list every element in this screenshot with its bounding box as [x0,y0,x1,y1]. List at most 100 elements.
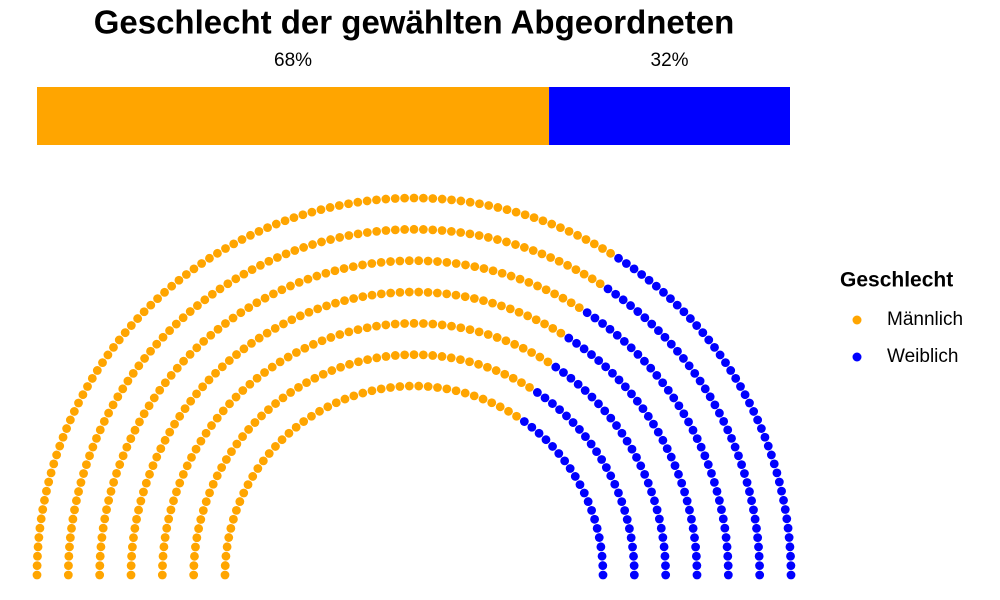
seat [745,398,754,408]
seat [529,213,539,223]
seat [372,353,382,363]
seat [220,570,230,580]
seat [291,422,301,432]
seat [367,290,377,300]
seat [118,451,128,461]
bar-label: 68% [274,50,312,71]
seat [395,287,405,297]
seat [33,542,43,552]
seat [603,284,613,294]
seat [136,496,146,506]
seat [317,237,326,247]
seat [515,274,525,284]
seat [747,496,756,506]
seat [493,203,503,212]
seat [106,486,116,496]
seat [637,270,647,279]
seat [590,514,600,524]
seat [313,304,323,314]
seat [281,249,291,259]
seat [153,294,162,304]
seat [217,463,227,472]
seat [488,266,498,276]
seat [95,561,105,570]
seat [629,570,639,580]
seat [221,455,231,464]
seat [98,523,108,533]
seat [267,362,277,372]
seat [460,388,470,398]
seat [257,411,266,421]
seat [629,551,638,561]
seat [135,417,144,427]
seat [38,505,48,514]
seat [250,418,260,427]
seat [649,419,658,429]
seat [32,570,42,580]
seat [213,324,223,334]
seat [692,434,702,444]
seat [189,264,199,274]
seat [592,523,602,533]
seat [64,551,74,561]
seat [340,296,349,306]
seat [479,264,489,273]
seat [714,496,724,505]
seat [437,352,447,361]
seat [344,327,354,337]
seat [592,447,601,457]
seat [504,406,513,416]
seat [196,515,206,524]
seat [145,469,154,479]
seat [598,570,608,580]
seat [322,301,331,311]
seat [700,451,710,461]
seat [715,408,724,418]
seat [749,505,758,515]
seat [221,244,230,253]
seat [475,199,484,209]
seat [437,226,447,235]
seat [766,450,776,460]
seat [235,497,245,506]
seat [358,388,368,398]
seat [723,425,733,435]
seat [677,478,687,488]
seat [643,478,653,488]
seat [354,357,363,367]
seat [573,379,583,389]
seat [227,447,236,457]
seat [95,570,105,580]
seat [550,289,560,299]
seat [223,279,233,289]
seat [474,231,484,240]
seat [353,325,363,335]
seat [158,332,168,342]
seat [518,343,528,353]
seat [653,427,663,437]
seat [460,292,470,302]
seat [763,441,773,451]
seat [622,436,632,446]
seat [349,294,359,303]
seat [390,319,400,329]
seat [617,428,627,438]
seat [148,461,158,471]
seat [511,240,520,249]
seat [723,570,733,580]
seat [215,284,225,294]
seat [239,344,249,354]
seat [451,290,461,300]
seat [652,370,662,380]
seat [316,205,326,215]
seat [52,450,62,460]
seat [543,357,553,367]
seat [783,523,793,533]
seat [596,542,606,552]
seat [731,374,741,383]
seat [362,228,372,237]
bar-label: 32% [651,50,689,71]
seat [756,424,766,433]
seat [171,319,181,329]
seat [679,354,688,363]
